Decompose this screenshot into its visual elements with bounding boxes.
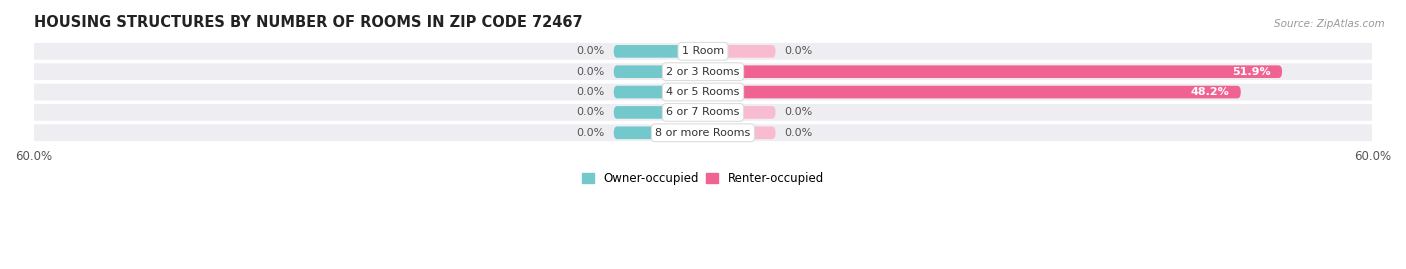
Text: 6 or 7 Rooms: 6 or 7 Rooms	[666, 107, 740, 117]
FancyBboxPatch shape	[703, 65, 1282, 78]
FancyBboxPatch shape	[34, 84, 1372, 100]
Text: 0.0%: 0.0%	[576, 46, 605, 56]
FancyBboxPatch shape	[34, 63, 1372, 80]
Text: 0.0%: 0.0%	[785, 46, 813, 56]
Text: 51.9%: 51.9%	[1232, 67, 1271, 77]
Text: 8 or more Rooms: 8 or more Rooms	[655, 128, 751, 138]
Text: Source: ZipAtlas.com: Source: ZipAtlas.com	[1274, 19, 1385, 29]
FancyBboxPatch shape	[34, 125, 1372, 141]
Text: 0.0%: 0.0%	[785, 107, 813, 117]
Legend: Owner-occupied, Renter-occupied: Owner-occupied, Renter-occupied	[582, 172, 824, 185]
Text: 0.0%: 0.0%	[576, 107, 605, 117]
Text: 4 or 5 Rooms: 4 or 5 Rooms	[666, 87, 740, 97]
FancyBboxPatch shape	[614, 126, 703, 139]
FancyBboxPatch shape	[703, 106, 776, 119]
Text: 0.0%: 0.0%	[576, 87, 605, 97]
FancyBboxPatch shape	[614, 86, 703, 98]
Text: 0.0%: 0.0%	[785, 128, 813, 138]
FancyBboxPatch shape	[703, 126, 776, 139]
Text: 2 or 3 Rooms: 2 or 3 Rooms	[666, 67, 740, 77]
FancyBboxPatch shape	[34, 104, 1372, 121]
Text: HOUSING STRUCTURES BY NUMBER OF ROOMS IN ZIP CODE 72467: HOUSING STRUCTURES BY NUMBER OF ROOMS IN…	[34, 15, 582, 30]
FancyBboxPatch shape	[34, 43, 1372, 60]
Text: 0.0%: 0.0%	[576, 67, 605, 77]
Text: 48.2%: 48.2%	[1191, 87, 1230, 97]
FancyBboxPatch shape	[614, 45, 703, 58]
FancyBboxPatch shape	[703, 45, 776, 58]
FancyBboxPatch shape	[614, 65, 703, 78]
Text: 0.0%: 0.0%	[576, 128, 605, 138]
FancyBboxPatch shape	[703, 86, 1240, 98]
Text: 1 Room: 1 Room	[682, 46, 724, 56]
FancyBboxPatch shape	[614, 106, 703, 119]
